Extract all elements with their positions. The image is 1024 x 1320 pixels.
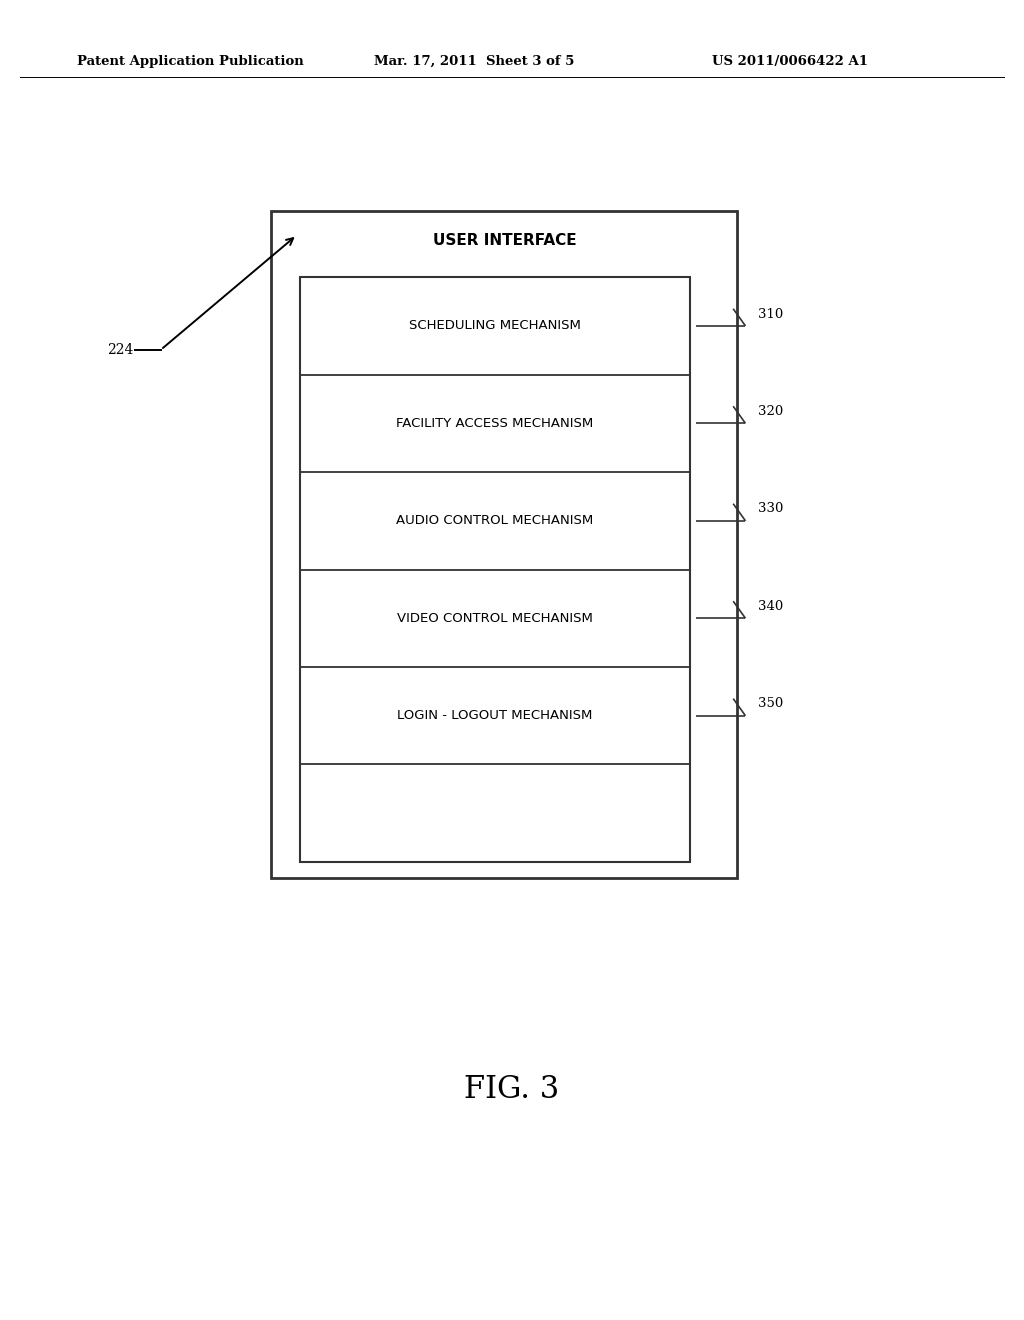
Text: 224: 224 — [106, 343, 133, 356]
Text: FACILITY ACCESS MECHANISM: FACILITY ACCESS MECHANISM — [396, 417, 594, 430]
Text: FIG. 3: FIG. 3 — [464, 1073, 560, 1105]
Text: 320: 320 — [758, 405, 783, 418]
Bar — [271, 211, 737, 878]
Text: LOGIN - LOGOUT MECHANISM: LOGIN - LOGOUT MECHANISM — [397, 709, 593, 722]
Text: AUDIO CONTROL MECHANISM: AUDIO CONTROL MECHANISM — [396, 515, 594, 528]
Text: 330: 330 — [758, 503, 783, 516]
Text: Mar. 17, 2011  Sheet 3 of 5: Mar. 17, 2011 Sheet 3 of 5 — [374, 55, 574, 67]
Text: SCHEDULING MECHANISM: SCHEDULING MECHANISM — [410, 319, 581, 333]
Text: 340: 340 — [758, 599, 783, 612]
Text: VIDEO CONTROL MECHANISM: VIDEO CONTROL MECHANISM — [397, 611, 593, 624]
Bar — [300, 277, 690, 862]
Text: 350: 350 — [758, 697, 783, 710]
Text: Patent Application Publication: Patent Application Publication — [77, 55, 303, 67]
Text: USER INTERFACE: USER INTERFACE — [432, 234, 577, 248]
Text: US 2011/0066422 A1: US 2011/0066422 A1 — [712, 55, 867, 67]
Text: 310: 310 — [758, 308, 783, 321]
